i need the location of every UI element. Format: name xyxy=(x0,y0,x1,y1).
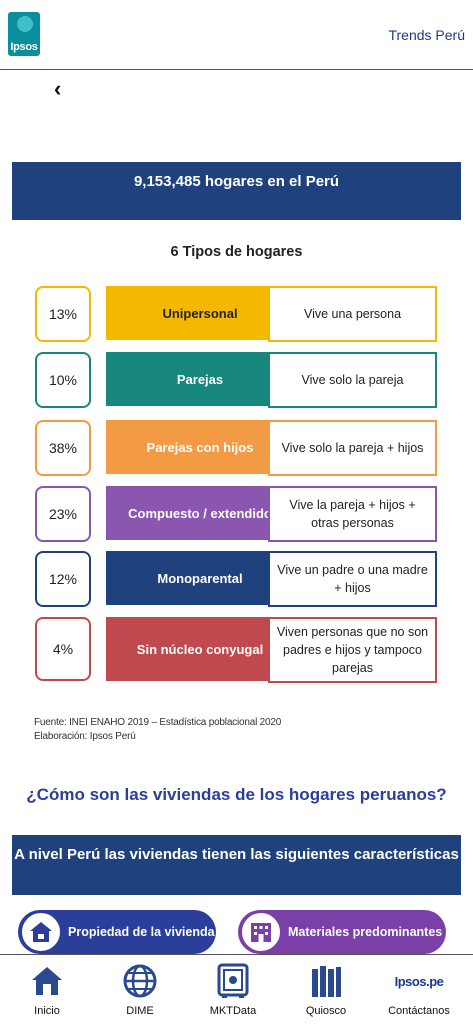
type-description: Vive solo la pareja + hijos xyxy=(268,420,437,476)
header-title: Trends Perú xyxy=(388,27,465,43)
type-description: Vive solo la pareja xyxy=(268,352,437,408)
ipsos-pe-icon: Ipsos.pe xyxy=(395,961,444,1001)
pill-label: Propiedad de la vivienda xyxy=(68,925,215,939)
type-label: Parejas xyxy=(106,352,294,406)
nav-mktdata[interactable]: MKTData xyxy=(193,961,273,1017)
ipsos-pe-text: Ipsos.pe xyxy=(394,973,444,989)
housing-banner: A nivel Perú las viviendas tienen las si… xyxy=(12,835,461,895)
home-icon xyxy=(27,961,67,1001)
type-percentage: 12% xyxy=(35,551,91,607)
type-percentage: 38% xyxy=(35,420,91,476)
nav-label: MKTData xyxy=(209,1005,257,1017)
type-label: Sin núcleo conyugal xyxy=(106,617,294,681)
type-description: Vive un padre o una madre + hijos xyxy=(268,551,437,607)
type-description: Vive una persona xyxy=(268,286,437,342)
credit-line: Elaboración: Ipsos Perú xyxy=(34,731,136,742)
households-banner: 9,153,485 hogares en el Perú xyxy=(12,162,461,220)
bottom-nav: Inicio DIME MKTData Quiosco Ipsos.pe Con… xyxy=(0,954,473,1024)
type-row-monoparental: 12% Monoparental Vive un padre o una mad… xyxy=(35,551,437,607)
nav-quiosco[interactable]: Quiosco xyxy=(286,961,366,1017)
building-icon xyxy=(240,911,282,953)
type-label: Compuesto / extendido xyxy=(106,486,294,540)
type-percentage: 10% xyxy=(35,352,91,408)
type-percentage: 23% xyxy=(35,486,91,542)
type-row-unipersonal: 13% Unipersonal Vive una persona xyxy=(35,286,437,342)
type-label: Monoparental xyxy=(106,551,294,605)
back-button[interactable]: ‹ xyxy=(54,76,62,101)
logo-swoosh xyxy=(17,16,33,32)
type-row-parejas: 10% Parejas Vive solo la pareja xyxy=(35,352,437,408)
type-description: Viven personas que no son padres e hijos… xyxy=(268,617,437,683)
nav-label: Quiosco xyxy=(305,1005,347,1017)
source-line: Fuente: INEI ENAHO 2019 – Estadística po… xyxy=(34,717,282,728)
type-row-compuesto: 23% Compuesto / extendido Vive la pareja… xyxy=(35,486,437,542)
nav-label: Contáctanos xyxy=(388,1005,450,1017)
house-icon xyxy=(20,911,62,953)
nav-dime[interactable]: DIME xyxy=(100,961,180,1017)
property-ownership-button[interactable]: Propiedad de la vivienda xyxy=(18,910,216,954)
type-label: Unipersonal xyxy=(106,286,294,340)
type-row-parejas-con-hijos: 38% Parejas con hijos Vive solo la parej… xyxy=(35,420,437,476)
household-types-title: 6 Tipos de hogares xyxy=(170,244,303,260)
nav-label: DIME xyxy=(126,1005,154,1017)
source-note: Fuente: INEI ENAHO 2019 – Estadística po… xyxy=(34,716,281,744)
books-icon xyxy=(306,961,346,1001)
predominant-materials-button[interactable]: Materiales predominantes xyxy=(238,910,446,954)
safe-icon xyxy=(213,961,253,1001)
type-row-sin-nucleo: 4% Sin núcleo conyugal Viven personas qu… xyxy=(35,617,437,683)
type-label: Parejas con hijos xyxy=(106,420,294,474)
type-description: Vive la pareja + hijos + otras personas xyxy=(268,486,437,542)
logo-text: Ipsos xyxy=(10,41,38,53)
housing-question-heading: ¿Cómo son las viviendas de los hogares p… xyxy=(26,785,447,804)
nav-label: Inicio xyxy=(34,1005,60,1017)
ipsos-logo[interactable]: Ipsos xyxy=(8,12,40,56)
nav-inicio[interactable]: Inicio xyxy=(7,961,87,1017)
nav-contactanos[interactable]: Ipsos.pe Contáctanos xyxy=(379,961,459,1018)
type-percentage: 4% xyxy=(35,617,91,681)
globe-icon xyxy=(120,961,160,1001)
app-header: Ipsos Trends Perú xyxy=(0,0,473,70)
pill-label: Materiales predominantes xyxy=(288,925,443,939)
type-percentage: 13% xyxy=(35,286,91,342)
